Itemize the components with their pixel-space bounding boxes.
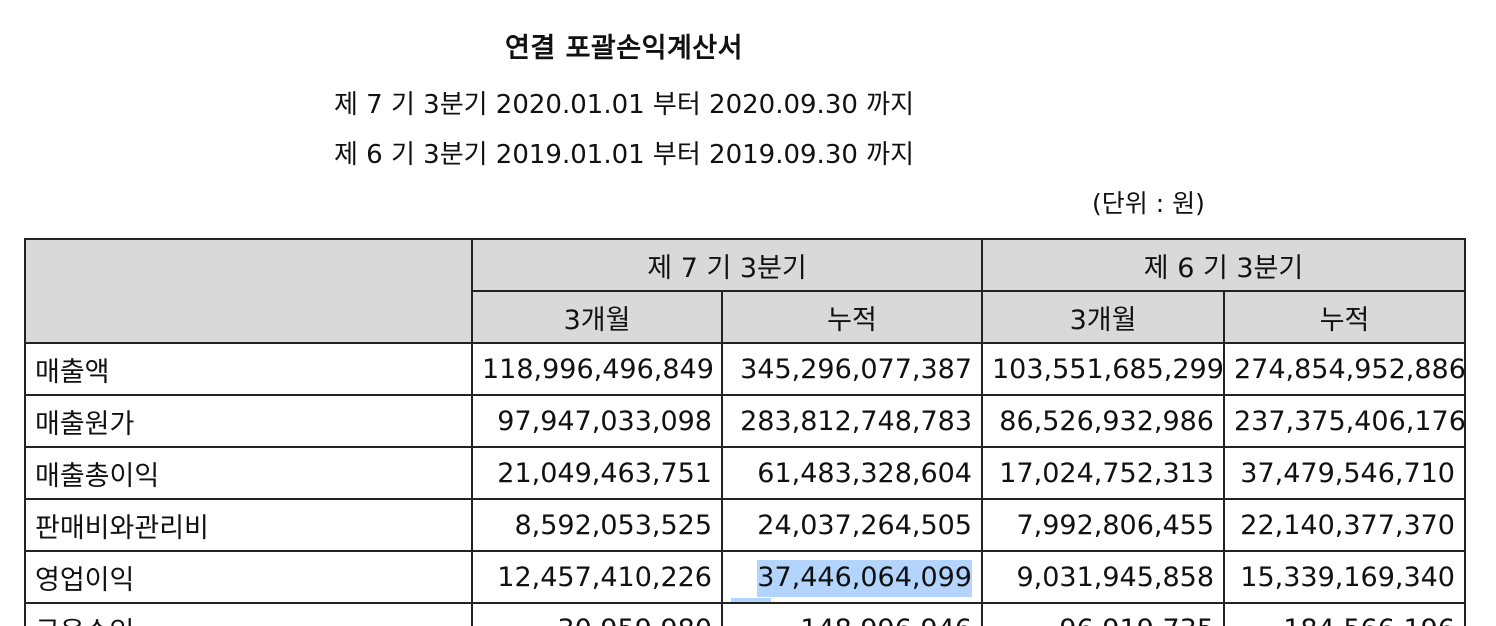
cell-current-3m: 8,592,053,525 [471, 498, 723, 552]
row-label: 매출총이익 [24, 446, 473, 500]
cell-current-cumulative: 61,483,328,604 [721, 446, 983, 500]
statement-title: 연결 포괄손익계산서 [505, 33, 743, 64]
table-row: 영업이익 12,457,410,226 37,446,064,099 9,031… [24, 550, 1466, 604]
header-row-groups: 제 7 기 3분기 제 6 기 3분기 [24, 238, 1466, 344]
selected-text[interactable]: 37,446,064,099 [757, 559, 972, 597]
cell-current-3m: 30,959,980 [471, 602, 723, 626]
header-group-current: 제 7 기 3분기 [471, 238, 983, 292]
header-group-prior: 제 6 기 3분기 [981, 238, 1466, 292]
table-row: 매출총이익 21,049,463,751 61,483,328,604 17,0… [24, 446, 1466, 500]
cell-prior-cumulative: 274,854,952,886 [1223, 342, 1466, 396]
unit-label: (단위 : 원) [1092, 189, 1205, 218]
header-prior-cumulative: 누적 [1223, 290, 1466, 344]
table-header: 제 7 기 3분기 제 6 기 3분기 3개월 누적 3개월 누적 [24, 238, 1466, 344]
period-prior: 제 6 기 3분기 2019.01.01 부터 2019.09.30 까지 [333, 140, 915, 170]
table-body: 매출액 118,996,496,849 345,296,077,387 103,… [24, 342, 1466, 626]
selection-tail [731, 598, 771, 601]
cell-prior-cumulative: 184,566,196 [1223, 602, 1466, 626]
row-label: 영업이익 [24, 550, 473, 604]
row-label: 매출원가 [24, 394, 473, 448]
table-row: 매출원가 97,947,033,098 283,812,748,783 86,5… [24, 394, 1466, 448]
header-row-columns: 3개월 누적 3개월 누적 [25, 290, 1466, 344]
cell-prior-3m: 17,024,752,313 [981, 446, 1225, 500]
cell-prior-3m: 7,992,806,455 [981, 498, 1225, 552]
cell-prior-cumulative: 22,140,377,370 [1223, 498, 1466, 552]
cell-current-cumulative: 24,037,264,505 [721, 498, 983, 552]
row-label: 금융수익 [24, 602, 473, 626]
header-current-cumulative: 누적 [721, 290, 983, 344]
cell-current-3m: 12,457,410,226 [471, 550, 723, 604]
table-row: 판매비와관리비 8,592,053,525 24,037,264,505 7,9… [24, 498, 1466, 552]
cell-current-cumulative: 283,812,748,783 [721, 394, 983, 448]
row-label: 판매비와관리비 [24, 498, 473, 552]
cell-current-3m: 21,049,463,751 [471, 446, 723, 500]
cell-current-3m: 118,996,496,849 [471, 342, 723, 396]
cell-prior-3m: 96,919,735 [981, 602, 1225, 626]
cell-current-cumulative: 345,296,077,387 [721, 342, 983, 396]
cell-prior-3m: 9,031,945,858 [981, 550, 1225, 604]
header-prior-3m: 3개월 [981, 290, 1225, 344]
cell-prior-cumulative: 37,479,546,710 [1223, 446, 1466, 500]
period-current: 제 7 기 3분기 2020.01.01 부터 2020.09.30 까지 [333, 90, 915, 120]
income-statement-table: 제 7 기 3분기 제 6 기 3분기 3개월 누적 3개월 누적 매출액 11… [24, 238, 1466, 626]
cell-current-3m: 97,947,033,098 [471, 394, 723, 448]
row-label: 매출액 [24, 342, 473, 396]
cell-current-cumulative-selected[interactable]: 37,446,064,099 [721, 550, 983, 604]
cell-prior-3m: 86,526,932,986 [981, 394, 1225, 448]
cell-prior-cumulative: 237,375,406,176 [1223, 394, 1466, 448]
cell-prior-3m: 103,551,685,299 [981, 342, 1225, 396]
header-current-3m: 3개월 [471, 290, 723, 344]
header-account-cell [24, 238, 473, 344]
table-row: 금융수익 30,959,980 148,996,946 96,919,735 1… [24, 602, 1466, 626]
cell-prior-cumulative: 15,339,169,340 [1223, 550, 1466, 604]
table-row: 매출액 118,996,496,849 345,296,077,387 103,… [24, 342, 1466, 396]
cell-current-cumulative: 148,996,946 [721, 602, 983, 626]
